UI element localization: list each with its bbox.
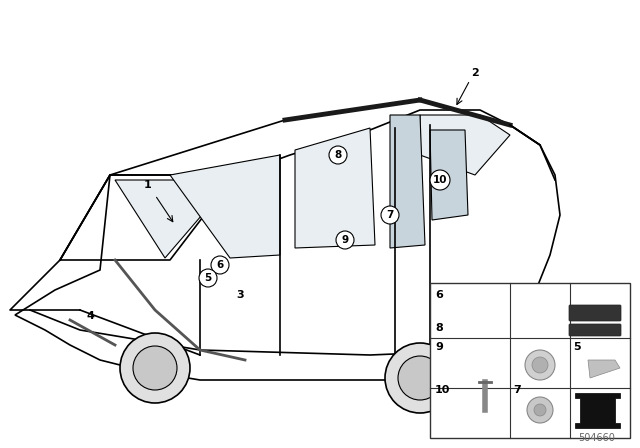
Circle shape [336, 231, 354, 249]
FancyBboxPatch shape [569, 324, 621, 336]
Text: 8: 8 [435, 323, 443, 333]
Text: 5: 5 [573, 342, 580, 352]
Circle shape [381, 206, 399, 224]
Text: 5: 5 [204, 273, 212, 283]
Text: 504660: 504660 [578, 433, 615, 443]
Circle shape [120, 333, 190, 403]
Circle shape [133, 346, 177, 390]
Text: 3: 3 [236, 290, 244, 300]
Polygon shape [295, 128, 375, 248]
Polygon shape [588, 360, 620, 378]
Polygon shape [430, 130, 468, 220]
Circle shape [534, 404, 546, 416]
Text: 9: 9 [341, 235, 349, 245]
Circle shape [398, 356, 442, 400]
Polygon shape [420, 115, 510, 175]
Circle shape [430, 170, 450, 190]
Circle shape [199, 269, 217, 287]
Text: 1: 1 [144, 180, 152, 190]
Circle shape [385, 343, 455, 413]
Text: 7: 7 [387, 210, 394, 220]
Text: 10: 10 [435, 385, 451, 395]
Circle shape [525, 350, 555, 380]
Polygon shape [115, 180, 232, 258]
Text: 9: 9 [435, 342, 443, 352]
Circle shape [329, 146, 347, 164]
Text: 6: 6 [216, 260, 223, 270]
Text: 2: 2 [471, 68, 479, 78]
Text: 10: 10 [433, 175, 447, 185]
Circle shape [532, 357, 548, 373]
Text: 8: 8 [334, 150, 342, 160]
Text: 4: 4 [86, 311, 94, 321]
Circle shape [527, 397, 553, 423]
Text: 7: 7 [513, 385, 521, 395]
Polygon shape [575, 393, 620, 428]
Polygon shape [15, 110, 560, 380]
FancyBboxPatch shape [569, 305, 621, 321]
Polygon shape [170, 155, 280, 258]
FancyBboxPatch shape [430, 283, 630, 438]
Circle shape [211, 256, 229, 274]
Text: 6: 6 [435, 290, 443, 300]
Polygon shape [390, 115, 425, 248]
